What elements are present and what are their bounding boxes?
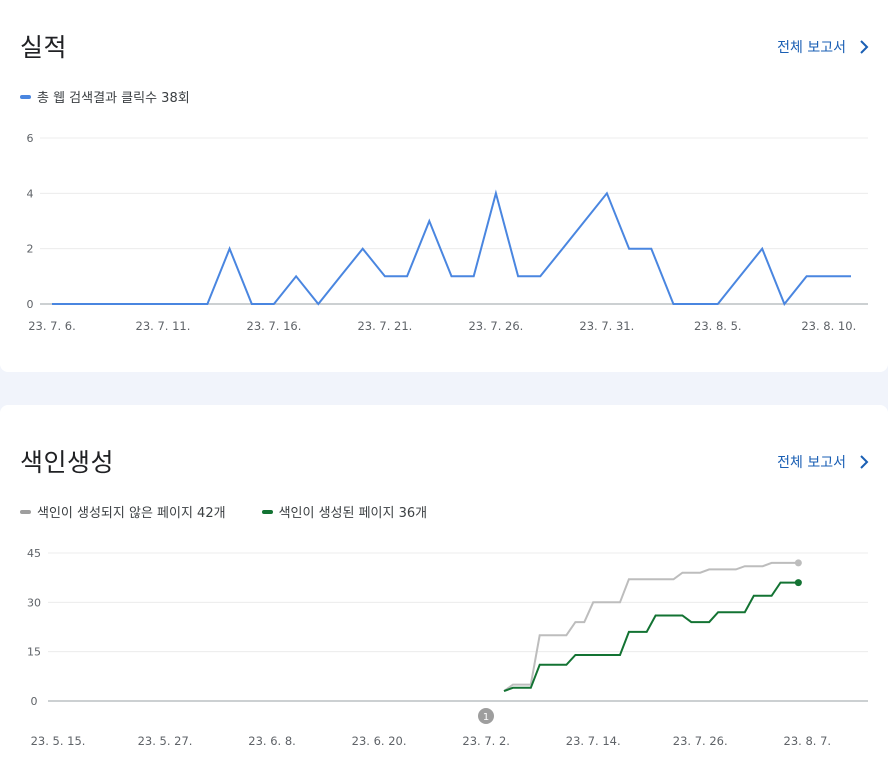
legend-label: 색인이 생성되지 않은 페이지 42개 [37,506,226,521]
series-line-clicks [52,189,851,306]
indexing-card: 색인생성 전체 보고서 색인이 생성되지 않은 페이지 42개 색인이 생성된 … [0,405,888,760]
y-tick-label: 45 [27,547,41,560]
chevron-right-icon [860,455,869,469]
x-tick-label: 23. 7. 21. [357,319,412,333]
indexing-full-report-link[interactable]: 전체 보고서 [777,452,872,472]
x-tick-label: 23. 7. 6. [28,319,76,333]
y-tick-label: 30 [27,596,41,609]
y-tick-label: 2 [27,243,34,256]
x-tick-label: 23. 7. 26. [468,319,523,333]
legend-swatch [261,509,273,514]
indexing-legend: 색인이 생성되지 않은 페이지 42개 색인이 생성된 페이지 36개 [20,502,427,521]
x-tick-label: 23. 5. 15. [31,734,86,748]
legend-item-not-indexed[interactable]: 색인이 생성되지 않은 페이지 42개 [20,502,226,521]
performance-full-report-link[interactable]: 전체 보고서 [777,37,872,57]
chevron-right-icon [860,40,869,54]
performance-title: 실적 [20,33,68,62]
indexing-chart[interactable]: 0 15 30 45 23. 5. 15. 23. 5. 27. 23. 6. 8. 23. … [0,405,888,760]
full-report-label: 전체 보고서 [777,40,846,56]
series-line-indexed [503,581,799,693]
y-tick-label: 0 [31,695,38,708]
x-tick-label: 23. 7. 14. [566,734,621,748]
x-tick-label: 23. 5. 27. [138,734,193,748]
x-tick-label: 23. 6. 20. [352,734,407,748]
x-tick-label: 23. 7. 11. [136,319,191,333]
performance-legend: 총 웹 검색결과 클릭수 38회 [20,87,190,106]
legend-label: 총 웹 검색결과 클릭수 38회 [37,91,190,106]
legend-swatch [20,509,31,514]
x-tick-label: 23. 7. 16. [247,319,302,333]
legend-item-indexed[interactable]: 색인이 생성된 페이지 36개 [261,502,428,521]
y-tick-label: 15 [27,646,41,659]
y-tick-label: 6 [27,132,34,145]
full-report-label: 전체 보고서 [777,455,846,471]
legend-swatch [20,94,31,99]
legend-item-clicks[interactable]: 총 웹 검색결과 클릭수 38회 [20,87,190,106]
x-tick-label: 23. 8. 10. [801,319,856,333]
x-tick-label: 23. 8. 5. [694,319,742,333]
series-line-not-indexed [503,561,799,692]
y-tick-label: 0 [27,298,34,311]
x-tick-label: 23. 7. 26. [673,734,728,748]
indexing-title: 색인생성 [20,448,115,477]
x-tick-label: 23. 7. 31. [579,319,634,333]
annotation-marker-label: 1 [483,712,489,723]
performance-card: 실적 전체 보고서 총 웹 검색결과 클릭수 38회 0 2 4 6 23. 7. 6.… [0,0,888,372]
x-tick-label: 23. 6. 8. [248,734,296,748]
y-tick-label: 4 [27,187,34,200]
x-tick-label: 23. 7. 2. [462,734,510,748]
legend-label: 색인이 생성된 페이지 36개 [278,506,428,521]
x-tick-label: 23. 8. 7. [784,734,832,748]
series-endpoint [794,559,802,567]
series-endpoint [794,579,802,587]
annotation-marker[interactable] [478,708,494,724]
performance-chart[interactable]: 0 2 4 6 23. 7. 6. 23. 7. 11. 23. 7. 16. 23. 7. … [0,0,888,372]
